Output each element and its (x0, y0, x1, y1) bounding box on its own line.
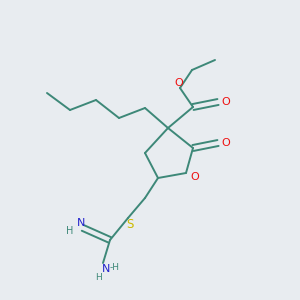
Text: O: O (222, 97, 230, 107)
Text: -H: -H (110, 262, 120, 272)
Text: N: N (77, 218, 85, 228)
Text: H: H (66, 226, 74, 236)
Text: N: N (102, 264, 110, 274)
Text: H: H (96, 272, 102, 281)
Text: S: S (126, 218, 134, 230)
Text: O: O (222, 138, 230, 148)
Text: O: O (175, 78, 183, 88)
Text: O: O (190, 172, 200, 182)
